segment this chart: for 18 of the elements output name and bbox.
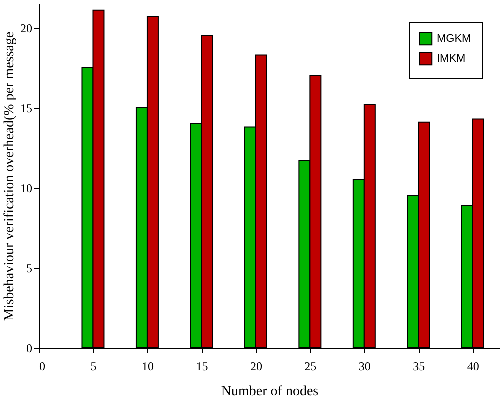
y-tick-label: 15 xyxy=(20,102,32,116)
x-tick-label: 20 xyxy=(250,360,262,374)
y-tick-label: 0 xyxy=(26,342,32,356)
y-axis-title: Misbehaviour verification overhead(% per message xyxy=(2,32,18,322)
x-axis-title: Number of nodes xyxy=(221,384,319,400)
x-tick-label: 10 xyxy=(142,360,154,374)
x-tick-label: 15 xyxy=(196,360,208,374)
y-tick-label: 20 xyxy=(20,22,32,36)
x-tick-label: 40 xyxy=(467,360,480,374)
x-tick-label: 0 xyxy=(40,360,46,374)
y-tick-label: 10 xyxy=(20,182,32,196)
x-tick-label: 5 xyxy=(90,360,97,374)
x-tick-label: 25 xyxy=(304,360,317,374)
legend-label: MGKM xyxy=(437,33,472,45)
legend-label: IMKM xyxy=(437,53,466,65)
x-tick-label: 35 xyxy=(413,360,426,374)
y-tick-label: 5 xyxy=(26,262,32,276)
x-tick-label: 30 xyxy=(358,360,371,374)
